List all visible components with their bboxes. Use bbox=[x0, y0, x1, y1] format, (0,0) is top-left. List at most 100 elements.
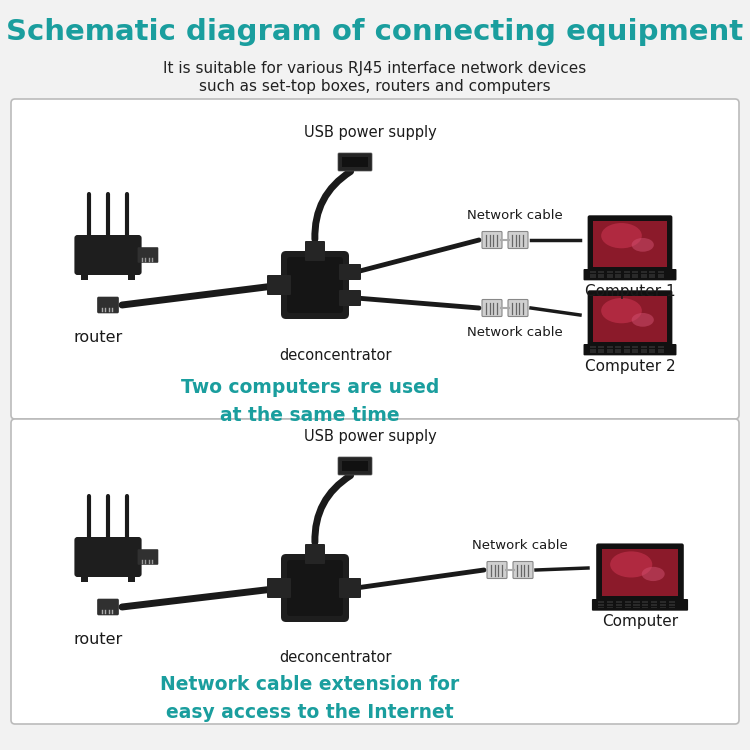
FancyBboxPatch shape bbox=[508, 299, 528, 316]
Bar bbox=[668, 607, 675, 608]
FancyBboxPatch shape bbox=[592, 599, 688, 610]
Bar bbox=[632, 277, 638, 278]
FancyBboxPatch shape bbox=[74, 537, 142, 577]
Bar bbox=[651, 602, 657, 603]
Bar bbox=[632, 346, 638, 348]
Text: deconcentrator: deconcentrator bbox=[279, 348, 392, 363]
Bar bbox=[598, 607, 604, 608]
Bar bbox=[81, 272, 88, 280]
Bar bbox=[342, 157, 368, 167]
Bar bbox=[642, 604, 648, 606]
Text: such as set-top boxes, routers and computers: such as set-top boxes, routers and compu… bbox=[200, 79, 550, 94]
FancyBboxPatch shape bbox=[267, 275, 291, 295]
Bar bbox=[649, 277, 655, 278]
Ellipse shape bbox=[602, 298, 642, 323]
Bar bbox=[607, 349, 613, 350]
Bar bbox=[593, 220, 667, 266]
Bar bbox=[128, 574, 135, 582]
Bar bbox=[660, 607, 666, 608]
Bar bbox=[598, 349, 604, 350]
Bar bbox=[668, 602, 675, 603]
FancyBboxPatch shape bbox=[98, 297, 118, 314]
FancyBboxPatch shape bbox=[287, 560, 343, 616]
FancyBboxPatch shape bbox=[98, 598, 118, 615]
Bar bbox=[658, 349, 664, 350]
FancyBboxPatch shape bbox=[588, 290, 672, 347]
Bar bbox=[634, 602, 640, 603]
Bar bbox=[649, 349, 655, 350]
FancyBboxPatch shape bbox=[74, 235, 142, 275]
Bar bbox=[598, 351, 604, 353]
Bar bbox=[651, 607, 657, 608]
FancyBboxPatch shape bbox=[338, 457, 372, 475]
Bar bbox=[615, 346, 621, 348]
Bar bbox=[607, 346, 613, 348]
Bar bbox=[658, 346, 664, 348]
FancyBboxPatch shape bbox=[305, 241, 325, 261]
Bar bbox=[616, 607, 622, 608]
Bar bbox=[632, 349, 638, 350]
FancyBboxPatch shape bbox=[305, 544, 325, 564]
Bar bbox=[81, 574, 88, 582]
Bar bbox=[632, 274, 638, 275]
FancyBboxPatch shape bbox=[513, 562, 533, 578]
Bar bbox=[624, 349, 629, 350]
Bar bbox=[607, 274, 613, 275]
Bar bbox=[616, 602, 622, 603]
FancyBboxPatch shape bbox=[137, 248, 158, 262]
Bar bbox=[342, 461, 368, 471]
Text: router: router bbox=[74, 330, 123, 345]
Bar bbox=[632, 272, 638, 273]
Bar bbox=[640, 277, 646, 278]
FancyBboxPatch shape bbox=[281, 251, 349, 319]
FancyBboxPatch shape bbox=[11, 99, 739, 419]
Bar bbox=[649, 346, 655, 348]
Bar bbox=[590, 349, 596, 350]
Text: Network cable: Network cable bbox=[472, 539, 568, 552]
Ellipse shape bbox=[632, 238, 654, 252]
Bar bbox=[598, 604, 604, 606]
FancyBboxPatch shape bbox=[287, 257, 343, 313]
FancyBboxPatch shape bbox=[137, 549, 158, 565]
Bar bbox=[632, 351, 638, 353]
Bar bbox=[607, 272, 613, 273]
Bar bbox=[658, 351, 664, 353]
Text: Network cable extension for
easy access to the Internet: Network cable extension for easy access … bbox=[160, 675, 460, 722]
Bar bbox=[624, 274, 629, 275]
Bar bbox=[634, 607, 640, 608]
FancyBboxPatch shape bbox=[487, 562, 507, 578]
Bar bbox=[658, 277, 664, 278]
Text: Computer 2: Computer 2 bbox=[585, 359, 675, 374]
Bar bbox=[602, 549, 678, 596]
Bar bbox=[624, 277, 629, 278]
Bar bbox=[660, 604, 666, 606]
Bar bbox=[598, 274, 604, 275]
Bar bbox=[590, 346, 596, 348]
FancyArrowPatch shape bbox=[315, 476, 351, 542]
Bar bbox=[640, 272, 646, 273]
Bar bbox=[649, 274, 655, 275]
FancyBboxPatch shape bbox=[482, 299, 502, 316]
Bar bbox=[651, 604, 657, 606]
FancyBboxPatch shape bbox=[338, 153, 372, 171]
FancyBboxPatch shape bbox=[584, 344, 676, 355]
Text: USB power supply: USB power supply bbox=[304, 125, 436, 140]
Text: It is suitable for various RJ45 interface network devices: It is suitable for various RJ45 interfac… bbox=[164, 61, 586, 76]
FancyArrowPatch shape bbox=[315, 172, 351, 239]
FancyBboxPatch shape bbox=[339, 290, 361, 306]
Text: router: router bbox=[74, 632, 123, 647]
Text: USB power supply: USB power supply bbox=[304, 429, 436, 444]
FancyBboxPatch shape bbox=[482, 232, 502, 248]
FancyBboxPatch shape bbox=[588, 215, 672, 272]
Bar bbox=[598, 272, 604, 273]
FancyBboxPatch shape bbox=[11, 419, 739, 724]
Bar bbox=[640, 274, 646, 275]
Bar bbox=[624, 272, 629, 273]
Bar bbox=[624, 346, 629, 348]
Text: Network cable: Network cable bbox=[467, 209, 562, 222]
Bar bbox=[615, 351, 621, 353]
Bar bbox=[625, 602, 631, 603]
Text: Computer: Computer bbox=[602, 614, 678, 629]
FancyBboxPatch shape bbox=[339, 264, 361, 280]
Ellipse shape bbox=[610, 551, 652, 578]
